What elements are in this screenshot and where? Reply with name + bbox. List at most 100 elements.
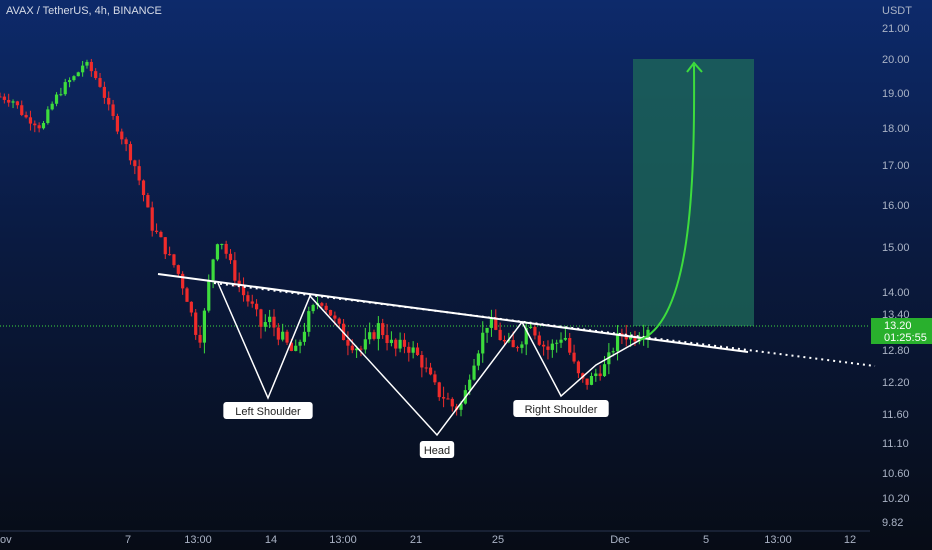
- candle-body: [481, 332, 485, 354]
- candle-body: [368, 332, 372, 340]
- candle-body: [424, 367, 428, 369]
- countdown-timer: 01:25:55: [884, 332, 927, 344]
- candle-body: [415, 347, 420, 356]
- last-price-tag: [871, 318, 932, 344]
- candle-body: [555, 342, 559, 344]
- candle-body: [111, 104, 115, 116]
- candle-body: [572, 352, 576, 362]
- candle-body: [128, 144, 133, 161]
- candle-body: [550, 343, 554, 350]
- candle-body: [81, 65, 85, 73]
- candle-body: [311, 305, 315, 312]
- candle-body: [355, 348, 359, 351]
- price-axis-tick: 12.20: [882, 377, 910, 389]
- candle-body: [263, 322, 267, 327]
- pattern-label-box: [513, 400, 609, 417]
- candle-body: [337, 318, 341, 324]
- candle-body: [168, 254, 172, 256]
- candle-body: [363, 339, 367, 350]
- candle-body: [41, 122, 46, 129]
- candle-body: [150, 207, 154, 231]
- candle-body: [20, 105, 24, 115]
- candle-body: [11, 101, 15, 103]
- price-axis-tick: 17.00: [882, 160, 910, 172]
- time-axis-tick: 13:00: [329, 534, 357, 546]
- candle-body: [620, 333, 624, 335]
- chart-title: AVAX / TetherUS, 4h, BINANCE: [6, 5, 162, 17]
- candle-body: [346, 340, 350, 346]
- candle-body: [376, 323, 380, 339]
- candle-body: [33, 123, 37, 126]
- candle-body: [37, 125, 41, 129]
- candle-body: [59, 94, 63, 96]
- candle-body: [398, 339, 402, 349]
- candle-body: [268, 316, 272, 323]
- projection-arrowhead: [686, 61, 703, 73]
- candle-body: [629, 336, 633, 340]
- candle-body: [289, 342, 293, 351]
- candle-body: [67, 80, 72, 83]
- candle-body: [246, 295, 250, 302]
- candle-body: [0, 96, 2, 98]
- price-axis-tick: 16.00: [882, 200, 910, 212]
- candle-body: [176, 265, 180, 274]
- candle-body: [615, 333, 620, 352]
- candle-body: [428, 367, 433, 375]
- candle-body: [207, 280, 211, 311]
- time-axis-tick: ov: [0, 534, 12, 546]
- time-axis-tick: 12: [844, 534, 856, 546]
- candle-body: [137, 166, 141, 181]
- price-axis-tick: 10.60: [882, 468, 910, 480]
- candle-body: [598, 373, 602, 377]
- candle-body: [102, 86, 106, 98]
- pattern-label: Right Shoulder: [525, 404, 598, 416]
- candle-body: [15, 101, 19, 106]
- candle-body: [611, 351, 615, 353]
- candle-body: [228, 253, 233, 261]
- candle-body: [285, 331, 289, 343]
- candle-body: [294, 345, 298, 351]
- candle-body: [350, 345, 354, 351]
- candle-body: [624, 334, 628, 340]
- candle-body: [563, 338, 567, 340]
- candle-body: [159, 231, 163, 238]
- candle-body: [202, 310, 207, 343]
- price-axis-tick: 15.00: [882, 242, 910, 254]
- candle-body: [163, 237, 167, 255]
- price-axis-tick: 11.10: [882, 438, 909, 450]
- time-axis-tick: 14: [265, 534, 277, 546]
- time-axis-tick: Dec: [610, 534, 630, 546]
- candle-body: [115, 115, 120, 132]
- price-axis-tick: 21.00: [882, 23, 910, 35]
- pattern-label: Left Shoulder: [235, 406, 301, 418]
- candle-body: [133, 160, 137, 167]
- last-price-value: 13.20: [884, 320, 912, 332]
- candle-body: [94, 71, 98, 79]
- candle-body: [85, 61, 89, 66]
- time-axis-tick: 5: [703, 534, 709, 546]
- candle-body: [28, 117, 33, 124]
- candle-body: [233, 260, 237, 281]
- candle-body: [120, 131, 124, 140]
- candle-body: [98, 78, 102, 87]
- candle-body: [146, 195, 150, 208]
- candle-body: [154, 230, 159, 232]
- candle-body: [185, 288, 189, 302]
- candle-body: [276, 327, 280, 340]
- candle-body: [24, 114, 28, 118]
- candle-body: [198, 334, 202, 343]
- candle-body: [194, 312, 198, 335]
- candle-body: [559, 339, 563, 343]
- candle-body: [320, 303, 324, 306]
- candle-body: [259, 309, 263, 327]
- candle-body: [533, 327, 537, 336]
- candle-body: [46, 109, 50, 123]
- candle-body: [124, 139, 128, 145]
- price-axis-tick: 14.00: [882, 287, 910, 299]
- candle-body: [359, 348, 363, 350]
- candle-body: [385, 335, 389, 344]
- candle-body: [524, 327, 528, 345]
- candle-body: [298, 341, 302, 346]
